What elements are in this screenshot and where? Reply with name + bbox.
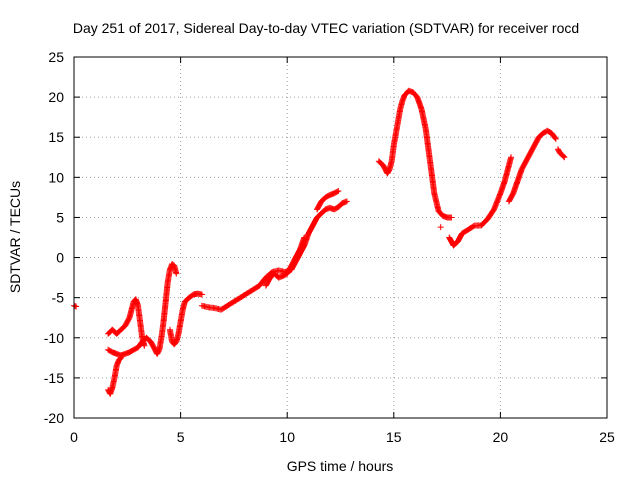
- x-tick-label: 25: [599, 429, 615, 445]
- x-axis-ticks: 0 5 10 15 20 25: [70, 57, 615, 445]
- data-point: [173, 270, 180, 277]
- y-tick-label: 10: [48, 169, 64, 185]
- plot-frame: [73, 56, 608, 419]
- x-tick-label: 5: [177, 429, 185, 445]
- data-point: [343, 198, 350, 205]
- data-point: [552, 134, 559, 141]
- y-tick-label: -5: [52, 290, 65, 306]
- x-tick-label: 10: [279, 429, 295, 445]
- data-point: [448, 214, 455, 221]
- data-point: [552, 135, 559, 142]
- y-tick-label: 15: [48, 129, 64, 145]
- y-axis-label: SDTVAR / TECUs: [7, 181, 23, 293]
- data-points: [71, 87, 568, 397]
- x-tick-label: 0: [70, 429, 78, 445]
- y-tick-label: 25: [48, 49, 64, 65]
- data-point: [561, 154, 568, 161]
- y-axis-ticks: -20 -15 -10 -5 0 5 10 15 20 25: [44, 49, 607, 426]
- x-tick-label: 15: [386, 429, 402, 445]
- data-point: [508, 154, 515, 161]
- grid: [74, 57, 607, 418]
- data-point: [301, 234, 308, 241]
- chart-title: Day 251 of 2017, Sidereal Day-to-day VTE…: [73, 20, 579, 36]
- y-tick-label: -20: [44, 410, 64, 426]
- data-point: [437, 224, 444, 231]
- x-axis-label: GPS time / hours: [287, 458, 394, 474]
- y-tick-label: -15: [44, 370, 64, 386]
- y-tick-label: 0: [56, 250, 64, 266]
- y-tick-label: 5: [56, 209, 64, 225]
- data-point: [198, 291, 205, 298]
- data-point: [560, 153, 567, 160]
- y-tick-label: 20: [48, 89, 64, 105]
- data-point: [141, 342, 148, 349]
- data-point: [335, 187, 342, 194]
- data-point: [334, 188, 341, 195]
- y-tick-label: -10: [44, 330, 64, 346]
- x-tick-label: 20: [493, 429, 509, 445]
